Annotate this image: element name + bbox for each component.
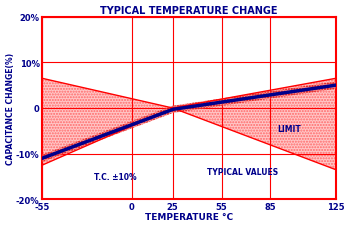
Y-axis label: CAPACITANCE CHANGE(%): CAPACITANCE CHANGE(%) [6,53,15,164]
Title: TYPICAL TEMPERATURE CHANGE: TYPICAL TEMPERATURE CHANGE [100,5,278,15]
Text: TYPICAL VALUES: TYPICAL VALUES [207,168,278,177]
Text: T.C. ±10%: T.C. ±10% [94,172,137,181]
Text: LIMIT: LIMIT [277,124,301,133]
X-axis label: TEMPERATURE °C: TEMPERATURE °C [145,212,233,222]
